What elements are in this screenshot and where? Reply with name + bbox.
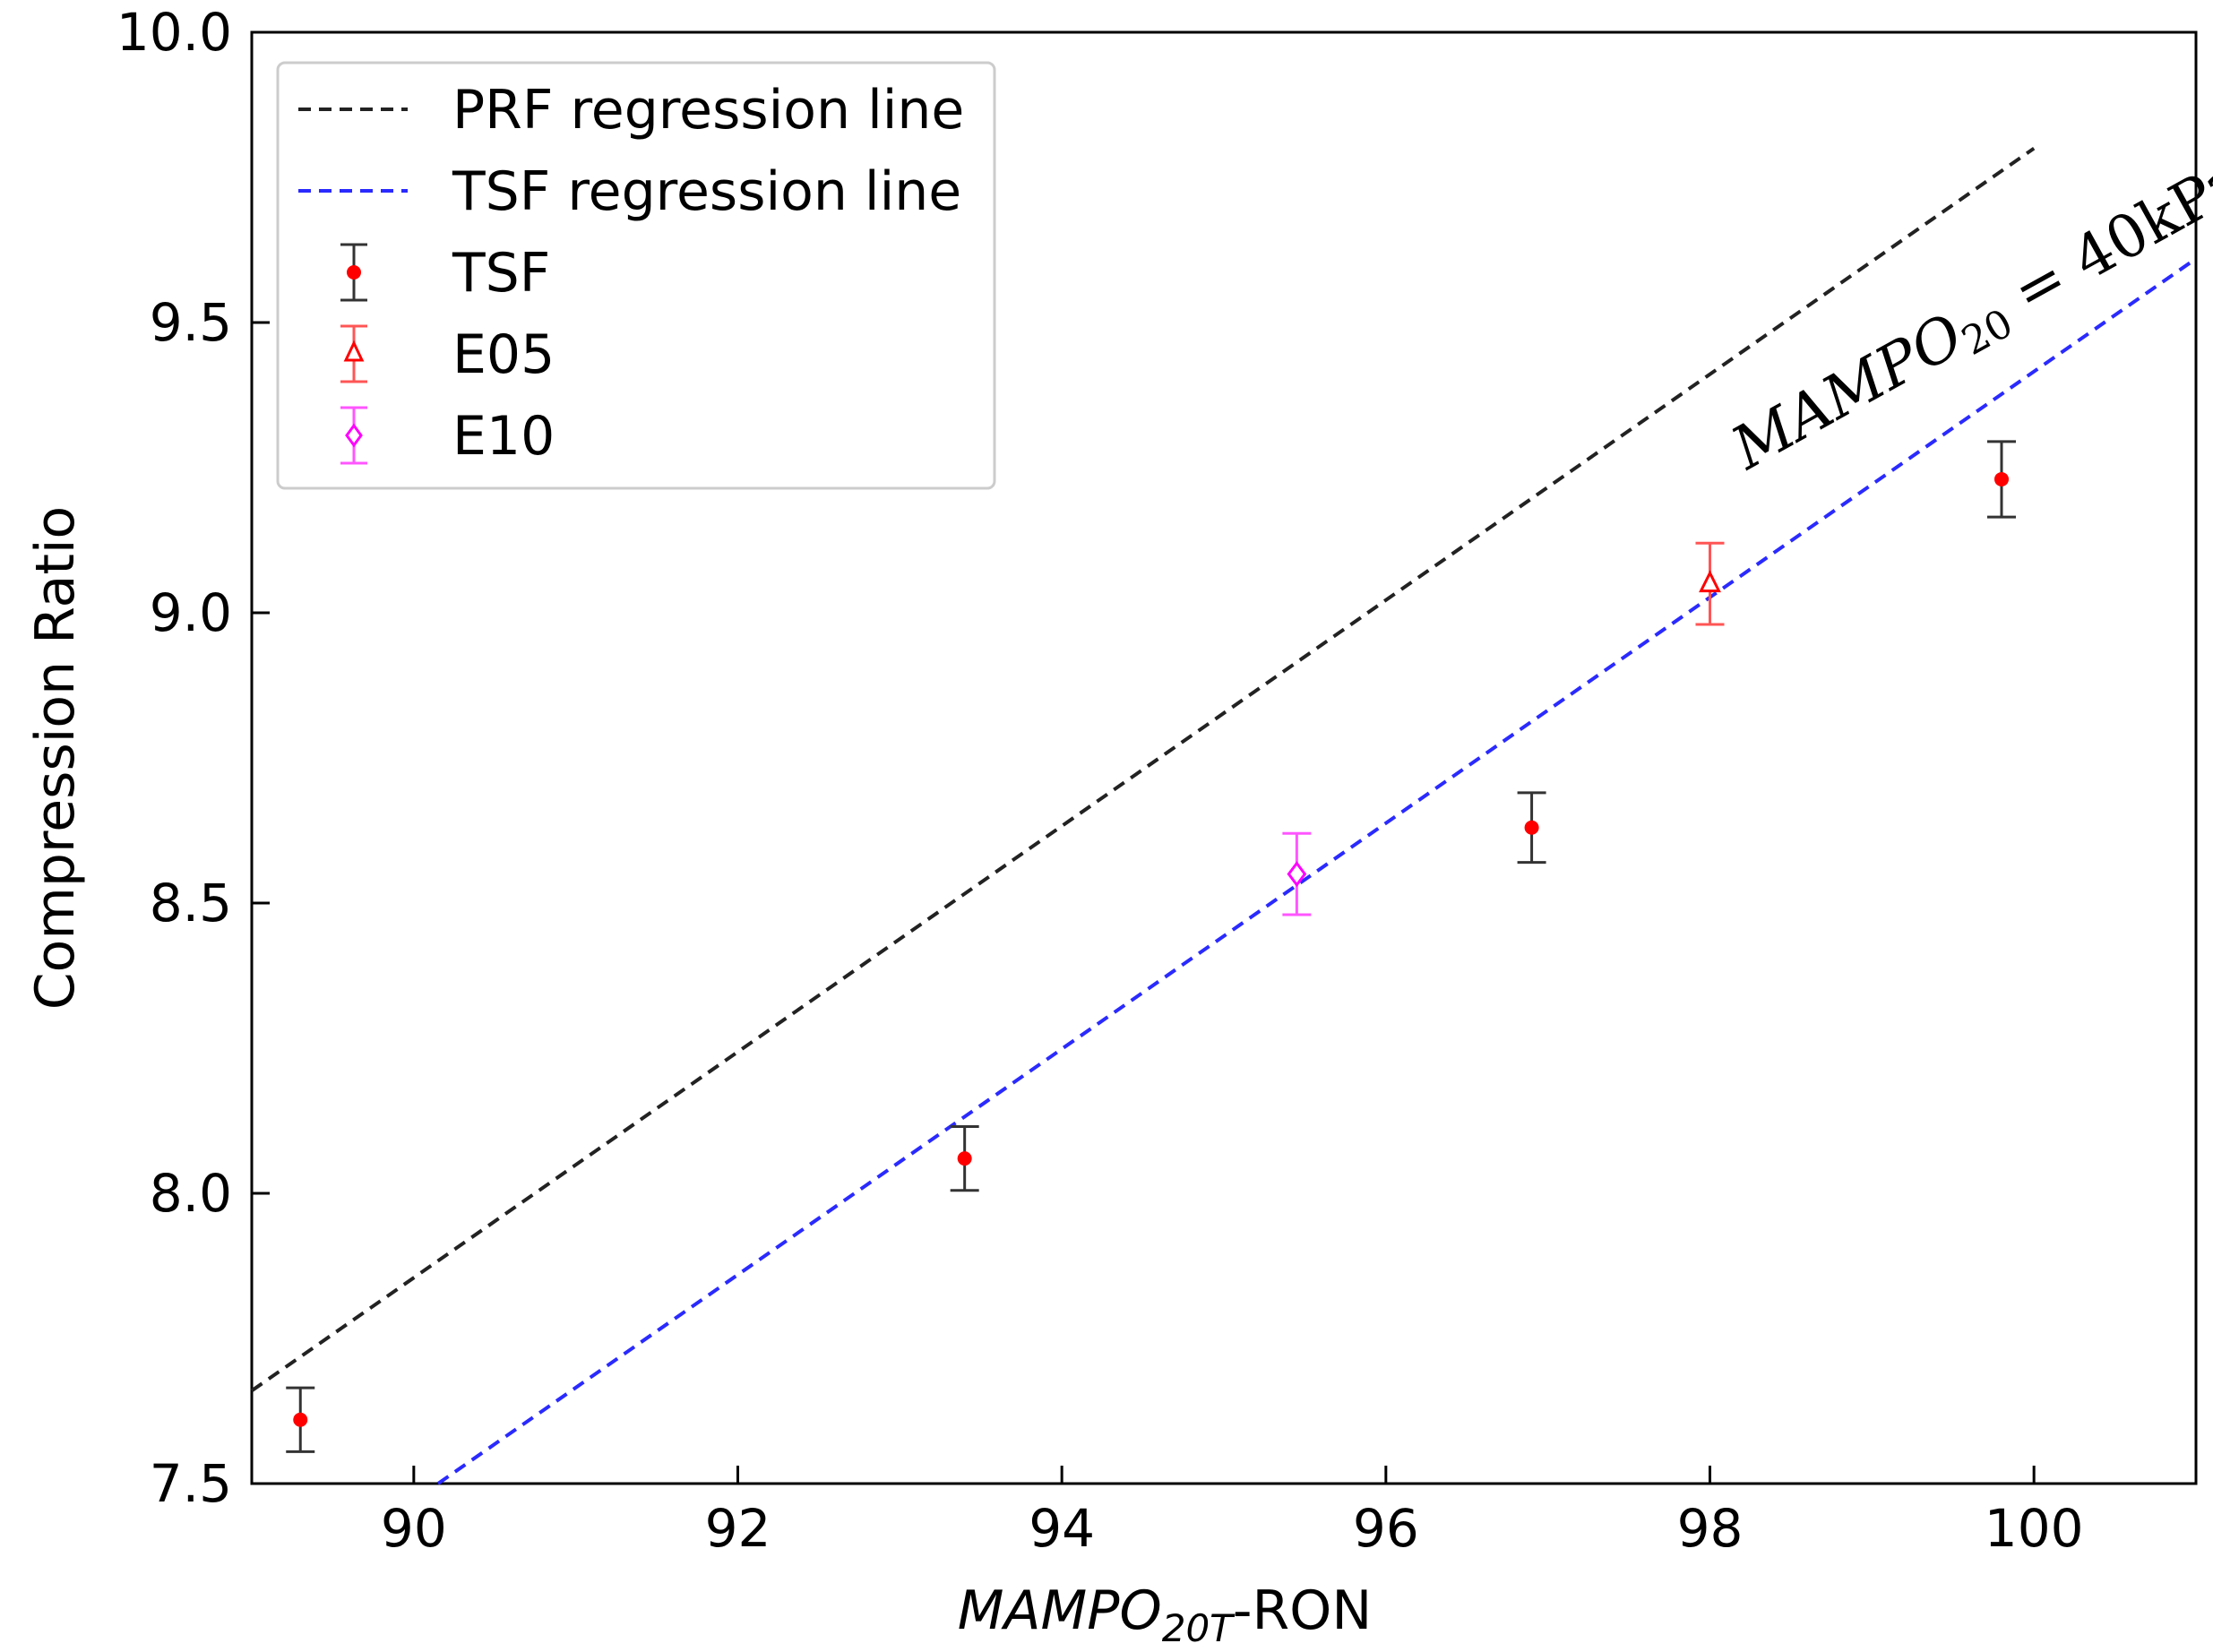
legend-label-tsf-line: TSF regression line [452, 160, 961, 223]
legend-label-prf: PRF regression line [452, 79, 964, 142]
dot-marker [1994, 471, 2009, 486]
dot-marker [1524, 820, 1539, 835]
triangle-marker [1699, 570, 1721, 593]
y-tick-label: 8.5 [150, 873, 232, 934]
legend-box [276, 61, 996, 490]
x-axis-label-sub: 20T [1162, 1606, 1236, 1650]
legend-label-e10: E10 [452, 405, 555, 468]
legend-tsf-marker-icon [340, 243, 367, 302]
point-tsf [1517, 791, 1546, 865]
x-axis-label-main: MAMPO [958, 1579, 1162, 1642]
point-tsf [1987, 440, 2016, 519]
dot-marker [293, 1412, 308, 1427]
y-tick-label: 8.0 [150, 1163, 232, 1224]
legend-e10-marker-icon [340, 406, 367, 465]
axis-ticks: 90 92 94 96 98 100 7.5 8.0 8.5 9.0 9.5 10.0 [116, 2, 2084, 1559]
legend-label-tsf: TSF [452, 242, 550, 305]
diamond-marker [1287, 861, 1307, 888]
x-tick-label: 96 [1353, 1498, 1419, 1559]
tsf-regression-line [436, 257, 2198, 1485]
y-tick-label: 7.5 [150, 1453, 232, 1514]
point-e10 [1282, 831, 1312, 916]
point-e05 [1695, 541, 1725, 626]
point-tsf [286, 1386, 315, 1453]
x-tick-label: 90 [381, 1498, 447, 1559]
y-tick-label: 9.5 [150, 292, 232, 353]
legend-label-e05: E05 [452, 323, 555, 386]
prf-regression-line [250, 146, 2036, 1392]
data-points [286, 440, 2016, 1453]
y-axis-label: Compression Ratio [24, 506, 87, 1010]
legend-e05-marker-icon [340, 324, 367, 383]
regression-lines [250, 146, 2198, 1485]
x-tick-label: 100 [1985, 1498, 2084, 1559]
point-tsf [950, 1124, 979, 1192]
x-tick-label: 92 [705, 1498, 771, 1559]
dot-marker [957, 1151, 972, 1166]
plot-area [250, 30, 2198, 1485]
y-tick-label: 10.0 [116, 2, 232, 63]
x-tick-label: 94 [1029, 1498, 1095, 1559]
x-axis-label-suffix: -RON [1233, 1579, 1372, 1642]
x-tick-label: 98 [1677, 1498, 1744, 1559]
legend: PRF regression line TSF regression line … [276, 61, 996, 490]
y-tick-label: 9.0 [150, 582, 232, 643]
x-axis-label: MAMPO20T-RON [958, 1579, 1373, 1650]
